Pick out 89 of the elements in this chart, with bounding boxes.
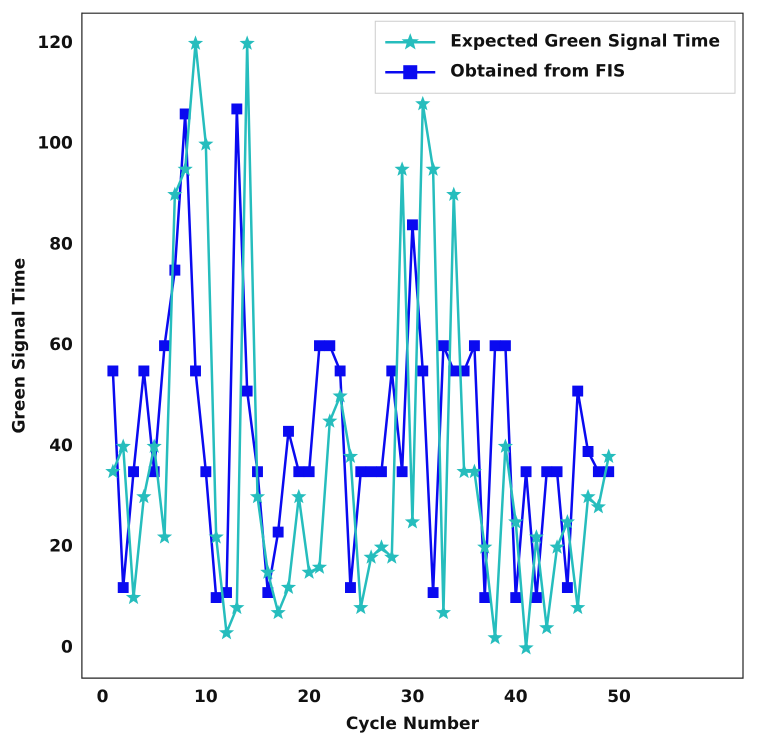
y-tick-label: 100 — [37, 134, 74, 154]
point — [425, 161, 441, 176]
point — [272, 526, 284, 538]
point — [293, 466, 304, 478]
legend-label: Obtained from FIS — [450, 62, 626, 82]
y-tick-label: 80 — [49, 234, 74, 254]
point — [324, 340, 336, 352]
point — [541, 466, 552, 478]
point — [601, 448, 616, 464]
point — [107, 365, 118, 376]
point — [438, 340, 449, 352]
point — [520, 466, 532, 478]
point — [231, 103, 242, 114]
point — [417, 365, 428, 376]
point — [477, 539, 492, 554]
y-tick-label: 40 — [49, 436, 74, 456]
point — [210, 592, 222, 604]
point — [510, 592, 522, 604]
point — [188, 35, 204, 50]
point — [332, 388, 348, 403]
point — [572, 386, 584, 396]
point — [560, 514, 575, 528]
point — [200, 466, 212, 478]
point — [428, 587, 439, 598]
point — [322, 413, 338, 428]
point — [490, 340, 501, 352]
point — [270, 604, 286, 620]
y-tick-label: 20 — [49, 536, 74, 557]
point — [314, 340, 325, 352]
point — [468, 340, 480, 352]
point — [240, 35, 255, 50]
point — [116, 438, 131, 453]
point — [366, 466, 377, 478]
point — [178, 161, 193, 176]
legend-label: Expected Green Signal Time — [450, 32, 720, 52]
point — [334, 365, 346, 376]
point — [280, 580, 296, 594]
y-tick-label: 120 — [37, 32, 74, 53]
point — [128, 466, 139, 478]
point — [260, 564, 276, 579]
point — [549, 539, 565, 554]
point — [552, 466, 563, 478]
point — [446, 186, 462, 202]
x-tick-label: 10 — [194, 686, 218, 707]
point — [528, 529, 544, 544]
point — [374, 539, 390, 554]
point — [590, 498, 606, 514]
x-tick-label: 50 — [607, 686, 632, 707]
x-tick-label: 20 — [297, 686, 322, 707]
x-tick-label: 0 — [96, 686, 109, 707]
point — [415, 96, 430, 110]
point — [580, 488, 596, 504]
point — [242, 386, 253, 396]
point — [105, 464, 120, 478]
x-axis-title: Cycle Number — [346, 714, 480, 734]
y-axis-title: Green Signal Time — [10, 258, 30, 434]
point — [376, 466, 387, 478]
point — [406, 219, 418, 230]
point — [283, 426, 294, 437]
point — [355, 466, 366, 478]
point — [592, 466, 604, 478]
point — [167, 186, 182, 202]
point — [364, 549, 379, 564]
point — [582, 446, 594, 457]
point — [500, 340, 511, 352]
point — [146, 438, 162, 453]
point — [342, 448, 358, 464]
point — [302, 564, 317, 579]
point — [218, 624, 234, 640]
x-tick-label: 30 — [400, 686, 424, 707]
point — [396, 466, 408, 478]
point — [345, 582, 356, 593]
point — [312, 559, 328, 574]
point — [118, 582, 129, 593]
point — [394, 161, 410, 176]
point — [562, 582, 573, 593]
point — [190, 365, 201, 376]
point — [138, 365, 150, 376]
point — [136, 488, 152, 504]
x-tick-label: 40 — [504, 686, 528, 707]
point — [498, 438, 514, 453]
y-tick-label: 60 — [49, 335, 74, 356]
point — [508, 514, 524, 528]
point — [304, 466, 315, 478]
y-tick-label: 0 — [61, 637, 74, 658]
point — [198, 136, 214, 151]
point — [479, 592, 490, 604]
point — [530, 592, 542, 604]
point — [291, 488, 306, 504]
